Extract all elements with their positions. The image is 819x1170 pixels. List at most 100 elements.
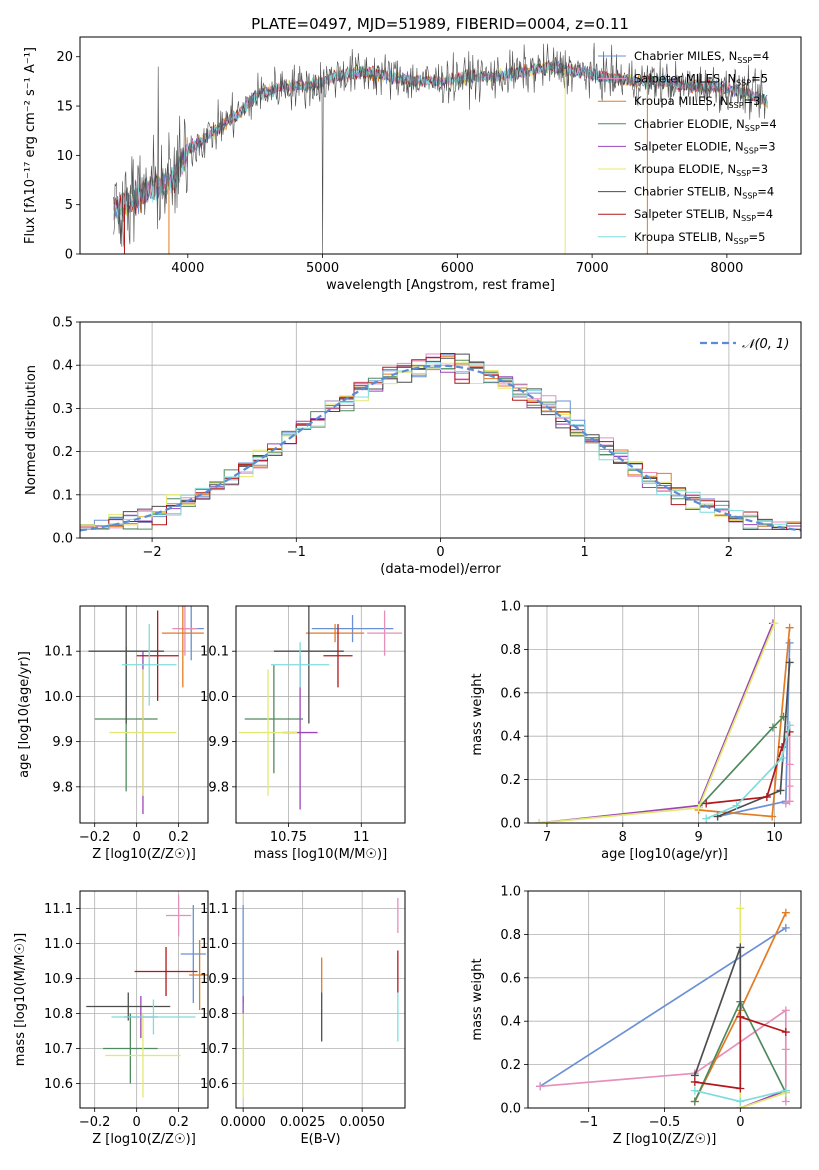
x-tick-label: 10	[766, 830, 783, 845]
series-marker-salpeter-miles	[781, 1097, 790, 1106]
y-tick-label: 9.8	[208, 780, 229, 795]
x-tick-label: 0	[133, 830, 141, 845]
y-tick-label: 10.1	[44, 645, 73, 660]
x-tick-label: 5000	[306, 261, 339, 276]
series-marker-kroupa-stelib	[732, 801, 741, 810]
x-tick-label: 0	[736, 1115, 744, 1130]
x-tick-label: −2	[143, 545, 162, 560]
series-marker-chabrier-elodie	[690, 1097, 699, 1106]
histogram-step-kroupa-stelib	[80, 362, 801, 530]
axes-frame	[79, 890, 209, 1109]
x-tick-label: 10.75	[270, 830, 307, 845]
y-tick-label: 0.4	[500, 1015, 521, 1030]
histogram-step-chabrier-stelib	[80, 353, 801, 530]
series-marker-salpeter-miles	[785, 782, 794, 791]
y-tick-label: 0.1	[52, 488, 73, 503]
normal-curve	[80, 364, 801, 532]
legend-label-salpeter-miles: Salpeter MILES, NSSP=5	[634, 72, 768, 88]
x-axis-label: age [log10(age/yr)]	[601, 847, 728, 862]
x-axis-label: Z [log10(Z/Z☉)]	[92, 1132, 196, 1147]
x-tick-label: 0.0000	[220, 1115, 266, 1130]
legend-normal-label: 𝒩(0, 1)	[742, 337, 789, 352]
y-tick-label: 10.0	[200, 690, 229, 705]
axes-frame	[235, 605, 406, 824]
x-tick-label: 0	[133, 1115, 141, 1130]
y-axis-label: Normed distribution	[24, 365, 39, 495]
x-tick-label: 2	[725, 545, 733, 560]
x-tick-label: 0	[436, 545, 444, 560]
x-axis-label: wavelength [Angstrom, rest frame]	[326, 278, 555, 293]
x-tick-label: 7	[543, 830, 551, 845]
y-tick-label: 10.8	[44, 1007, 73, 1022]
y-tick-label: 10.9	[200, 972, 229, 987]
y-axis-label: Flux [fλ10⁻¹⁷ erg cm⁻² s⁻¹ A⁻¹]	[23, 47, 38, 244]
y-tick-label: 5	[65, 198, 73, 213]
series-marker-kroupa-miles	[785, 623, 794, 632]
x-tick-label: 8000	[710, 261, 743, 276]
x-tick-label: −0.2	[79, 1115, 111, 1130]
x-axis-label: mass [log10(M/M☉)]	[254, 847, 387, 862]
legend-label-chabrier-elodie: Chabrier ELODIE, NSSP=4	[634, 117, 777, 133]
y-tick-label: 11.0	[44, 937, 73, 952]
y-tick-label: 11.1	[44, 902, 73, 917]
x-axis-label: (data-model)/error	[380, 562, 501, 577]
x-tick-label: 0.0025	[280, 1115, 326, 1130]
y-tick-label: 0.3	[52, 402, 73, 417]
series-marker-kroupa-stelib	[785, 721, 794, 730]
legend-label-kroupa-miles: Kroupa MILES, NSSP=3	[634, 94, 760, 110]
legend-label-kroupa-elodie: Kroupa ELODIE, NSSP=3	[634, 162, 768, 178]
y-axis-label: mass weight	[470, 673, 485, 755]
y-tick-label: 0.0	[500, 1102, 521, 1117]
y-tick-label: 0.6	[500, 971, 521, 986]
y-tick-label: 0.2	[500, 773, 521, 788]
x-tick-label: −1	[287, 545, 306, 560]
y-axis-label: age [log10(age/yr)]	[17, 651, 32, 778]
axes-frame	[527, 605, 802, 824]
y-tick-label: 0.4	[52, 359, 73, 374]
series-marker-kroupa-elodie	[736, 904, 745, 913]
y-tick-label: 0.0	[52, 532, 73, 547]
legend-label-kroupa-stelib: Kroupa STELIB, NSSP=5	[634, 230, 765, 246]
series-marker-chabrier-stelib	[736, 943, 745, 952]
series-marker-kroupa-elodie	[694, 803, 703, 812]
series-marker-salpeter-stelib	[762, 792, 771, 801]
y-axis-label: mass [log10(M/M☉)]	[13, 933, 28, 1066]
series-marker-chabrier-miles	[781, 923, 790, 932]
age-vs-metallicity-panel: −0.2 0 0.2 9.8 9.9 10.0 10.1 Z [log10(Z/Z☉)] age…	[17, 605, 209, 862]
x-tick-label: 0.2	[168, 1115, 189, 1130]
residual-histogram-panel: −2 −1 0 1 2 0.0 0.1 0.2 0.3 0.4 0.5 (data-model)/er…	[24, 316, 802, 577]
axes-frame	[235, 890, 406, 1109]
y-tick-label: 10	[56, 149, 73, 164]
y-tick-label: 10.7	[44, 1042, 73, 1057]
x-tick-label: −0.2	[79, 830, 111, 845]
y-tick-label: 10.6	[44, 1077, 73, 1092]
axes-frame	[79, 36, 802, 255]
y-tick-label: 9.9	[52, 735, 73, 750]
x-tick-label: 6000	[441, 261, 474, 276]
x-tick-label: −0.5	[649, 1115, 681, 1130]
series-marker-kroupa-stelib	[778, 753, 787, 762]
series-marker-chabrier-miles	[785, 638, 794, 647]
y-tick-label: 10.8	[200, 1007, 229, 1022]
x-axis-label: Z [log10(Z/Z☉)]	[92, 847, 196, 862]
y-tick-label: 10.9	[44, 972, 73, 987]
x-tick-label: 8	[619, 830, 627, 845]
series-marker-kroupa-stelib	[736, 1097, 745, 1106]
y-tick-label: 11.1	[200, 902, 229, 917]
series-marker-kroupa-elodie	[770, 619, 779, 628]
y-tick-label: 9.8	[52, 780, 73, 795]
series-marker-kroupa-stelib	[690, 1086, 699, 1095]
legend-label-chabrier-stelib: Chabrier STELIB, NSSP=4	[634, 185, 774, 201]
y-tick-label: 0.8	[500, 643, 521, 658]
series-marker-kroupa-miles	[781, 908, 790, 917]
legend-label-salpeter-elodie: Salpeter ELODIE, NSSP=3	[634, 139, 776, 155]
x-tick-label: 9	[694, 830, 702, 845]
y-tick-label: 10.6	[200, 1077, 229, 1092]
series-marker-kroupa-stelib	[781, 1086, 790, 1095]
series-marker-chabrier-elodie	[768, 723, 777, 732]
x-tick-label: 7000	[576, 261, 609, 276]
y-tick-label: 0.5	[52, 316, 73, 331]
series-marker-salpeter-stelib	[736, 1012, 745, 1021]
y-tick-label: 0.8	[500, 928, 521, 943]
